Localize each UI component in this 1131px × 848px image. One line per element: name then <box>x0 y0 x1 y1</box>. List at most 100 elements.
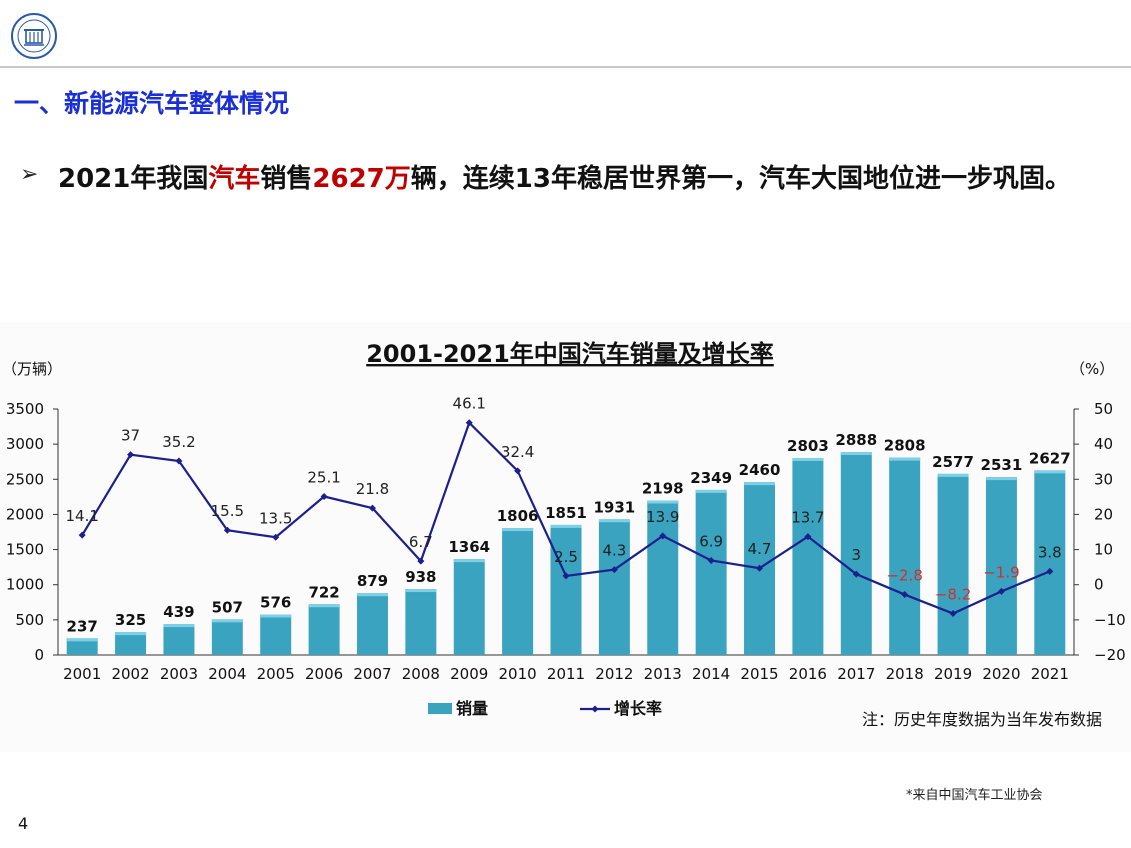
bullet-text-part1: 2021年我国 <box>58 164 209 194</box>
bar-value-label: 2460 <box>739 461 781 479</box>
x-tick-label: 2003 <box>160 665 198 683</box>
bar-sales <box>937 473 969 655</box>
bar-value-label: 722 <box>308 583 339 601</box>
growth-rate-point <box>514 467 522 475</box>
bar-value-label: 1851 <box>545 504 587 522</box>
growth-rate-label: 46.1 <box>453 395 486 413</box>
legend-label-growth: 增长率 <box>614 699 662 718</box>
x-tick-label: 2014 <box>692 665 730 683</box>
bullet-text: 2021年我国汽车销售2627万辆，连续13年稳居世界第一，汽车大国地位进一步巩… <box>58 160 1118 198</box>
chart-panel: 2001-2021年中国汽车销量及增长率 （万辆） （%） 0 500 1000 15… <box>0 322 1131 752</box>
bar-value-label: 507 <box>212 598 243 616</box>
legend-label-sales: 销量 <box>456 699 488 718</box>
y-left-tick-label: 2000 <box>6 505 44 523</box>
y-right-tick-label: 20 <box>1094 505 1113 523</box>
growth-rate-point <box>465 419 473 427</box>
bar-top-highlight <box>792 457 824 461</box>
growth-rate-point <box>997 587 1005 595</box>
x-tick-label: 2009 <box>450 665 488 683</box>
bar-top-highlight <box>115 632 147 636</box>
bar-sales <box>356 593 388 655</box>
bar-sales <box>695 489 727 655</box>
bullet-highlight-car: 汽车 <box>208 164 261 194</box>
growth-rate-label: 6.7 <box>409 533 433 551</box>
bar-value-label: 2531 <box>981 456 1023 474</box>
bar-top-highlight <box>985 477 1017 481</box>
y-left-tick-label: 500 <box>15 611 44 629</box>
growth-rate-label: −2.8 <box>886 567 922 585</box>
growth-rate-point <box>78 531 86 539</box>
bar-top-highlight <box>453 559 485 563</box>
growth-rate-label: 21.8 <box>356 480 389 498</box>
bar-value-label: 439 <box>163 603 194 621</box>
bullet-text-part3: 销售 <box>260 164 313 194</box>
bar-value-label: 2888 <box>835 431 877 449</box>
x-tick-label: 2005 <box>257 665 295 683</box>
bar-value-label: 1364 <box>448 538 490 556</box>
x-tick-label: 2011 <box>547 665 585 683</box>
bar-sales <box>163 624 195 655</box>
y-right-tick-label: 30 <box>1094 470 1113 488</box>
bar-top-highlight <box>889 457 921 461</box>
x-tick-label: 2007 <box>353 665 391 683</box>
bar-top-highlight <box>1034 470 1066 474</box>
bar-sales <box>308 604 340 655</box>
growth-rate-point <box>272 533 280 541</box>
growth-rate-point <box>368 504 376 512</box>
bar-sales <box>66 638 98 655</box>
growth-rate-point <box>852 570 860 578</box>
bullet-highlight-sales: 2627万 <box>312 164 411 194</box>
x-tick-label: 2013 <box>644 665 682 683</box>
bar-sales <box>985 477 1017 655</box>
growth-rate-label: −1.9 <box>983 563 1019 581</box>
legend-swatch-sales <box>428 703 452 714</box>
bar-value-label: 938 <box>405 568 436 586</box>
bar-sales <box>1034 470 1066 655</box>
growth-rate-label: 13.9 <box>646 508 679 526</box>
page-number: 4 <box>18 814 29 833</box>
bar-value-label: 1806 <box>497 507 539 525</box>
bar-top-highlight <box>502 528 534 532</box>
y-right-tick-label: 0 <box>1094 576 1104 594</box>
header-divider <box>0 66 1131 68</box>
bar-top-highlight <box>211 619 243 623</box>
growth-rate-point <box>610 566 618 574</box>
bar-top-highlight <box>937 473 969 477</box>
x-tick-label: 2004 <box>208 665 246 683</box>
growth-rate-label: 13.7 <box>791 509 824 527</box>
growth-rate-label: 4.7 <box>748 540 772 558</box>
bar-top-highlight <box>840 452 872 456</box>
growth-rate-label: 2.5 <box>554 548 578 566</box>
growth-rate-label: 32.4 <box>501 443 534 461</box>
growth-rate-point <box>756 564 764 572</box>
bar-sales <box>647 500 679 655</box>
x-tick-label: 2015 <box>740 665 778 683</box>
growth-rate-label: 3 <box>852 546 862 564</box>
bar-sales <box>211 619 243 655</box>
x-tick-label: 2016 <box>789 665 827 683</box>
chart-note: 注：历史年度数据为当年发布数据 <box>862 710 1102 729</box>
bar-value-label: 2198 <box>642 480 684 498</box>
growth-rate-label: 4.3 <box>602 542 626 560</box>
bar-top-highlight <box>356 593 388 597</box>
growth-rate-label: 3.8 <box>1038 543 1062 561</box>
y-left-tick-label: 3000 <box>6 435 44 453</box>
bar-value-label: 879 <box>357 572 388 590</box>
bar-top-highlight <box>308 604 340 608</box>
x-tick-label: 2008 <box>402 665 440 683</box>
bar-value-label: 2803 <box>787 437 829 455</box>
source-note: *来自中国汽车工业协会 <box>906 788 1043 803</box>
growth-rate-label: −8.2 <box>935 586 971 604</box>
bullet-arrow-icon: ➢ <box>20 162 39 187</box>
growth-rate-point <box>320 493 328 501</box>
x-tick-label: 2001 <box>63 665 101 683</box>
y-left-tick-label: 0 <box>34 646 44 664</box>
growth-rate-point <box>223 526 231 534</box>
growth-rate-label: 37 <box>121 427 140 445</box>
y-right-axis-label: （%） <box>1070 360 1114 378</box>
y-right-tick-label: −10 <box>1094 611 1126 629</box>
bar-top-highlight <box>744 482 776 486</box>
legend-marker-growth <box>591 705 599 713</box>
bar-value-label: 237 <box>67 617 98 635</box>
growth-rate-label: 15.5 <box>211 502 244 520</box>
